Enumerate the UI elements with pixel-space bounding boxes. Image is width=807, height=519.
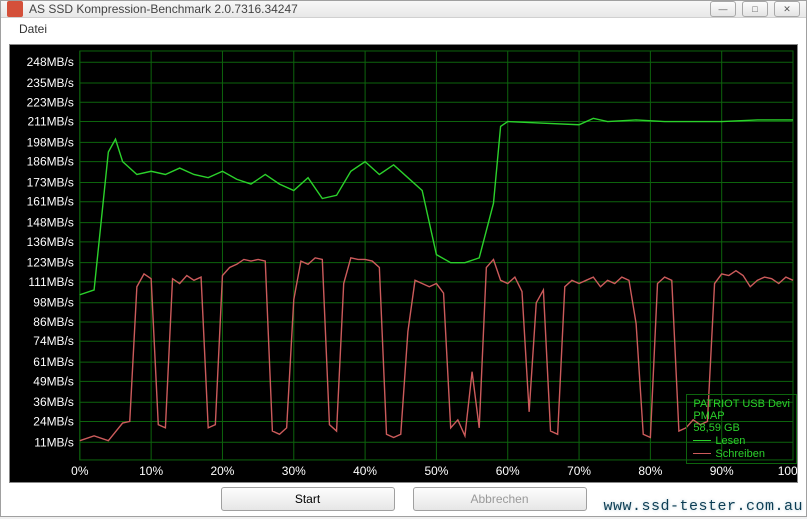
legend-capacity: 58,59 GB [693, 422, 790, 434]
titlebar[interactable]: AS SSD Kompression-Benchmark 2.0.7316.34… [1, 1, 806, 18]
svg-text:211MB/s: 211MB/s [28, 115, 74, 129]
maximize-button[interactable]: □ [742, 1, 768, 17]
app-window: AS SSD Kompression-Benchmark 2.0.7316.34… [0, 0, 807, 517]
svg-text:111MB/s: 111MB/s [28, 275, 73, 289]
maximize-icon: □ [752, 4, 757, 14]
svg-text:186MB/s: 186MB/s [27, 155, 74, 169]
svg-text:70%: 70% [567, 464, 591, 478]
svg-text:49MB/s: 49MB/s [33, 374, 74, 388]
svg-text:24MB/s: 24MB/s [33, 414, 74, 428]
svg-text:20%: 20% [210, 464, 234, 478]
svg-text:10%: 10% [139, 464, 163, 478]
svg-text:50%: 50% [424, 464, 448, 478]
close-button[interactable]: ✕ [774, 1, 800, 17]
app-icon [7, 1, 23, 17]
svg-text:248MB/s: 248MB/s [27, 55, 74, 69]
window-title: AS SSD Kompression-Benchmark 2.0.7316.34… [29, 2, 710, 16]
watermark: www.ssd-tester.com.au [603, 498, 803, 515]
svg-text:98MB/s: 98MB/s [33, 296, 74, 310]
svg-text:36MB/s: 36MB/s [33, 395, 74, 409]
svg-text:173MB/s: 173MB/s [27, 175, 74, 189]
svg-text:148MB/s: 148MB/s [27, 216, 74, 230]
abort-button[interactable]: Abbrechen [413, 487, 587, 511]
svg-text:235MB/s: 235MB/s [27, 76, 74, 90]
svg-text:0%: 0% [71, 464, 89, 478]
minimize-button[interactable]: — [710, 1, 736, 17]
svg-text:40%: 40% [353, 464, 377, 478]
svg-text:86MB/s: 86MB/s [33, 315, 74, 329]
svg-text:30%: 30% [282, 464, 306, 478]
menu-file[interactable]: Datei [13, 20, 53, 38]
svg-text:61MB/s: 61MB/s [33, 355, 74, 369]
start-button[interactable]: Start [221, 487, 395, 511]
svg-text:123MB/s: 123MB/s [27, 256, 74, 270]
legend-mapping: PMAP [693, 410, 790, 422]
svg-text:90%: 90% [710, 464, 734, 478]
menubar: Datei [1, 18, 806, 40]
svg-text:11MB/s: 11MB/s [34, 435, 74, 449]
svg-text:136MB/s: 136MB/s [27, 235, 74, 249]
svg-text:223MB/s: 223MB/s [27, 95, 74, 109]
svg-text:198MB/s: 198MB/s [27, 135, 74, 149]
svg-text:80%: 80% [638, 464, 662, 478]
close-icon: ✕ [783, 4, 791, 15]
legend-box: PATRIOT USB DeviPMAP58,59 GBLesenSchreib… [686, 394, 797, 464]
chart-area: 11MB/s 24MB/s 36MB/s 49MB/s 61MB/s 74MB/s 86MB… [9, 44, 798, 483]
legend-write: Schreiben [693, 448, 790, 460]
svg-text:60%: 60% [496, 464, 520, 478]
minimize-icon: — [719, 4, 728, 14]
benchmark-chart: 11MB/s 24MB/s 36MB/s 49MB/s 61MB/s 74MB/s 86MB… [10, 45, 797, 482]
svg-text:161MB/s: 161MB/s [27, 195, 74, 209]
legend-read: Lesen [693, 435, 790, 447]
legend-device: PATRIOT USB Devi [693, 398, 790, 410]
svg-text:100%: 100% [778, 464, 797, 478]
svg-text:74MB/s: 74MB/s [33, 334, 74, 348]
